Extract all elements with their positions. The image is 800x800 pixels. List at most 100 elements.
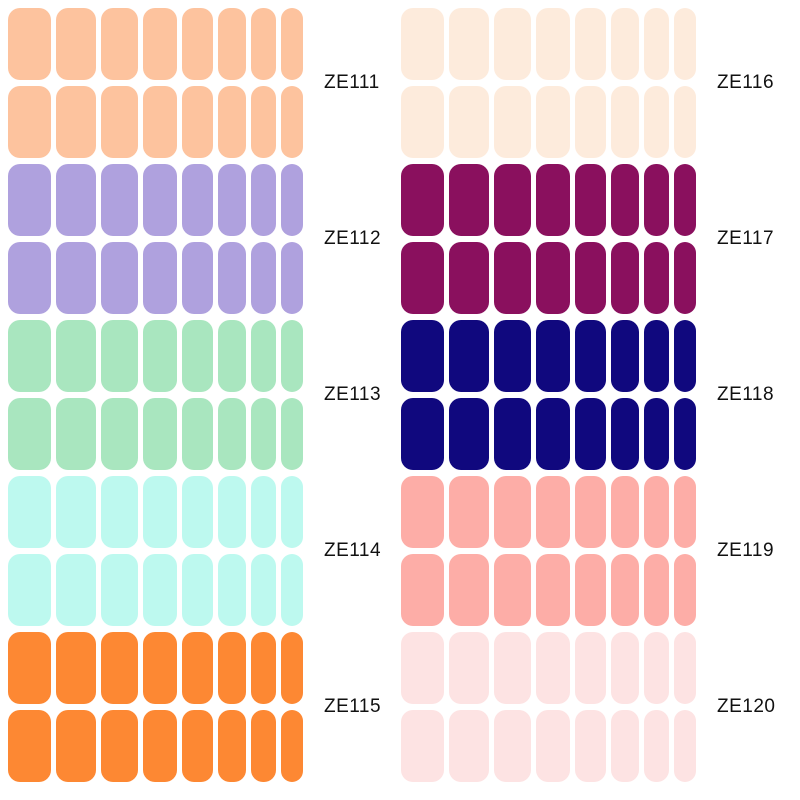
- nail-strip: [143, 710, 177, 782]
- nail-strip: [56, 632, 96, 704]
- nail-strip: [8, 8, 51, 80]
- nail-strip: [611, 632, 639, 704]
- nail-strip: [56, 398, 96, 470]
- nail-strip: [449, 710, 489, 782]
- nail-strip: [101, 632, 138, 704]
- nail-strip: [143, 476, 177, 548]
- nail-strip: [281, 320, 303, 392]
- nail-strip: [536, 554, 570, 626]
- swatch-code-label: ZE112: [324, 228, 382, 249]
- swatch-set-ze116: ZE116: [401, 6, 781, 162]
- nail-strip: [251, 710, 276, 782]
- nail-strip: [575, 320, 606, 392]
- nail-strip: [401, 398, 444, 470]
- nail-strip: [8, 476, 51, 548]
- nail-strip: [251, 8, 276, 80]
- nail-strip: [536, 8, 570, 80]
- nail-strip: [449, 476, 489, 548]
- nail-strip: [143, 242, 177, 314]
- nail-strip: [494, 164, 531, 236]
- nail-strip: [674, 554, 696, 626]
- nail-strip: [143, 398, 177, 470]
- nail-strip: [182, 320, 213, 392]
- nail-strip: [449, 632, 489, 704]
- nail-strip: [644, 710, 669, 782]
- nail-strip: [575, 164, 606, 236]
- nail-strip: [644, 242, 669, 314]
- nail-strip-row-bottom: [401, 398, 696, 470]
- nail-strip-row-bottom: [8, 554, 303, 626]
- nail-strip: [218, 242, 246, 314]
- nail-strip: [56, 86, 96, 158]
- nail-strip: [674, 242, 696, 314]
- nail-strip: [281, 632, 303, 704]
- nail-strip: [56, 320, 96, 392]
- nail-strip-row-bottom: [401, 242, 696, 314]
- nail-strip: [8, 242, 51, 314]
- nail-strip: [101, 164, 138, 236]
- nail-strip: [56, 8, 96, 80]
- nail-strip: [674, 320, 696, 392]
- swatch-set-ze115: ZE115: [8, 630, 388, 786]
- nail-strip: [575, 8, 606, 80]
- swatch-code-label: ZE114: [324, 540, 382, 561]
- swatch-code-label: ZE117: [717, 228, 775, 249]
- swatch-set-ze113: ZE113: [8, 318, 388, 474]
- nail-strip: [449, 554, 489, 626]
- nail-strip: [494, 710, 531, 782]
- nail-strip: [101, 398, 138, 470]
- nail-strip: [611, 710, 639, 782]
- nail-strip: [182, 242, 213, 314]
- nail-strip: [611, 476, 639, 548]
- nail-strip: [575, 710, 606, 782]
- nail-strip: [644, 86, 669, 158]
- nail-strip: [575, 632, 606, 704]
- swatch-set-ze114: ZE114: [8, 474, 388, 630]
- nail-strip-row-bottom: [8, 710, 303, 782]
- nail-strip: [611, 242, 639, 314]
- nail-strip: [674, 476, 696, 548]
- nail-strip: [674, 86, 696, 158]
- nail-strip: [8, 164, 51, 236]
- nail-strip: [281, 710, 303, 782]
- nail-strip-row-bottom: [8, 86, 303, 158]
- nail-strip: [218, 554, 246, 626]
- swatch-set-ze112: ZE112: [8, 162, 388, 318]
- nail-strip: [218, 632, 246, 704]
- swatch-set-ze117: ZE117: [401, 162, 781, 318]
- swatch-set-ze118: ZE118: [401, 318, 781, 474]
- nail-strip: [401, 242, 444, 314]
- nail-strip: [182, 86, 213, 158]
- nail-strip: [218, 476, 246, 548]
- nail-strip: [56, 242, 96, 314]
- nail-strip: [449, 242, 489, 314]
- nail-strip: [536, 242, 570, 314]
- nail-strip: [536, 710, 570, 782]
- nail-strip: [281, 554, 303, 626]
- nail-strip: [449, 398, 489, 470]
- nail-strip-row-top: [8, 632, 303, 704]
- nail-strip: [401, 476, 444, 548]
- nail-strip: [143, 554, 177, 626]
- nail-strip: [644, 632, 669, 704]
- nail-strip-row-top: [8, 8, 303, 80]
- nail-strip: [536, 476, 570, 548]
- nail-strip-row-bottom: [401, 710, 696, 782]
- nail-strip: [182, 8, 213, 80]
- nail-strip-row-bottom: [8, 242, 303, 314]
- nail-strip: [101, 8, 138, 80]
- nail-strip: [674, 164, 696, 236]
- swatch-code-label: ZE116: [717, 72, 775, 93]
- nail-strip: [182, 476, 213, 548]
- swatch-column-right: ZE116 ZE117 ZE118 ZE119 ZE120: [401, 6, 781, 786]
- nail-strip: [251, 398, 276, 470]
- nail-strip: [8, 554, 51, 626]
- swatch-set-ze120: ZE120: [401, 630, 781, 786]
- nail-strip: [182, 554, 213, 626]
- nail-strip: [182, 710, 213, 782]
- swatch-code-label: ZE115: [324, 696, 382, 717]
- nail-strip: [8, 320, 51, 392]
- nail-strip: [611, 554, 639, 626]
- nail-strip: [644, 398, 669, 470]
- nail-strip: [494, 554, 531, 626]
